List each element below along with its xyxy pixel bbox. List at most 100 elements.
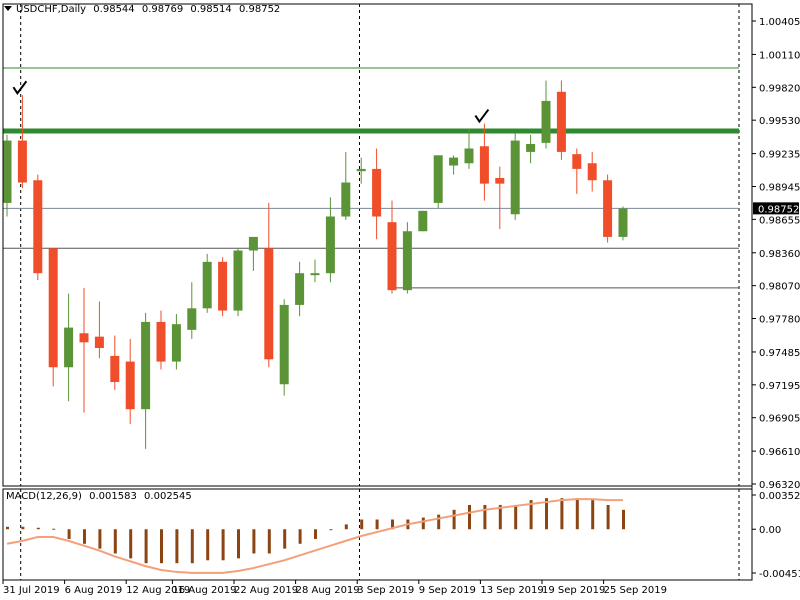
- current-price-box: [753, 202, 799, 215]
- macd-name: MACD(12,26,9): [6, 491, 82, 502]
- macd-bar: [113, 529, 117, 554]
- price-tick-label: 0.96610: [759, 447, 800, 458]
- macd-panel: [6, 489, 740, 580]
- time-tick-label: 31 Jul 2019: [3, 585, 60, 596]
- candle-body: [110, 355, 120, 382]
- low-value: 0.98514: [190, 4, 232, 15]
- price-tick-label: 1.00405: [759, 17, 800, 28]
- price-tick-label: 0.99235: [759, 150, 800, 161]
- candle-body: [79, 333, 89, 343]
- candle-body: [618, 208, 628, 237]
- time-tick-label: 25 Sep 2019: [604, 585, 667, 596]
- candle-body: [603, 180, 613, 237]
- macd-bar: [190, 529, 194, 564]
- price-tick-label: 0.99530: [759, 116, 800, 127]
- candle-body: [372, 168, 382, 217]
- candle-body: [495, 177, 505, 184]
- candle-body: [33, 180, 43, 274]
- macd-bar: [267, 529, 271, 554]
- macd-bar: [67, 529, 71, 539]
- macd-bar: [391, 519, 394, 530]
- time-tick-label: 6 Aug 2019: [65, 585, 123, 596]
- macd-bar: [144, 529, 148, 564]
- candle-body: [141, 321, 151, 410]
- candle-body: [17, 140, 27, 183]
- candle-body: [510, 140, 520, 215]
- candle-body: [295, 273, 305, 305]
- chart-header: USDCHF,Daily 0.98544 0.98769 0.98514 0.9…: [4, 4, 284, 15]
- macd-bar: [529, 500, 533, 530]
- macd-tick-label: 0.003527: [759, 491, 800, 502]
- macd-header: MACD(12,26,9) 0.001583 0.002545: [6, 491, 196, 502]
- candle-body: [202, 261, 212, 309]
- macd-value: 0.001583: [89, 491, 137, 502]
- candle-body: [233, 250, 243, 311]
- macd-bar: [545, 498, 548, 530]
- time-tick-label: 13 Sep 2019: [480, 585, 543, 596]
- candle-body: [541, 100, 551, 143]
- macd-bar: [483, 504, 487, 530]
- macd-bar: [252, 529, 256, 554]
- chevron-down-icon[interactable]: [4, 6, 12, 11]
- price-tick-label: 0.97485: [759, 348, 800, 359]
- symbol-label: USDCHF,Daily: [16, 4, 87, 15]
- macd-bar: [237, 529, 240, 559]
- macd-bar: [83, 529, 86, 544]
- macd-bar: [498, 504, 502, 530]
- candle-body: [572, 154, 582, 169]
- current-price-label: 0.98752: [758, 204, 799, 215]
- time-tick-label: 9 Sep 2019: [419, 585, 476, 596]
- macd-bar: [468, 504, 471, 530]
- candle-body: [433, 155, 443, 203]
- macd-bar: [21, 526, 25, 530]
- candle-body: [248, 236, 258, 251]
- axes: 1.00405 1.00110 0.99820 0.99530 0.99235 0.989…: [2, 3, 800, 596]
- candle-body: [449, 157, 459, 166]
- candle-body: [418, 210, 428, 232]
- macd-bar: [36, 527, 40, 530]
- macd-bar: [129, 529, 133, 559]
- candle-body: [48, 248, 58, 368]
- candle-body: [94, 336, 104, 348]
- macd-bar: [175, 529, 179, 564]
- macd-bar: [560, 498, 564, 530]
- macd-bar: [98, 529, 102, 549]
- candle-body: [279, 304, 289, 385]
- time-tick-label: 3 Sep 2019: [357, 585, 414, 596]
- signal-value: 0.002545: [144, 491, 192, 502]
- candle-body: [310, 273, 320, 276]
- macd-tick-label: 0.00: [759, 525, 781, 536]
- macd-bar: [298, 529, 302, 544]
- candle-body: [325, 216, 335, 274]
- macd-bar: [6, 526, 9, 530]
- time-tick-label: 16 Aug 2019: [172, 585, 236, 596]
- macd-bar: [452, 509, 456, 530]
- macd-bar: [575, 498, 579, 530]
- candle-body: [526, 143, 536, 152]
- price-tick-label: 0.98945: [759, 182, 800, 193]
- macd-bar: [221, 529, 225, 561]
- high-value: 0.98769: [141, 4, 184, 15]
- macd-bar: [606, 504, 610, 530]
- candle-body: [387, 222, 397, 291]
- price-tick-label: 0.97195: [759, 381, 800, 392]
- price-tick-label: 0.96905: [759, 414, 800, 425]
- candle-body: [264, 248, 274, 360]
- macd-bar: [314, 529, 317, 539]
- check-icon: [474, 108, 490, 124]
- macd-bar: [437, 514, 441, 530]
- macd-bar: [52, 528, 56, 530]
- candle-body: [171, 324, 181, 362]
- candle-body: [464, 148, 474, 164]
- macd-bar: [344, 524, 348, 530]
- candle-body: [556, 91, 566, 152]
- time-tick-label: 19 Sep 2019: [542, 585, 605, 596]
- candle-body: [218, 261, 228, 311]
- open-value: 0.98544: [93, 4, 135, 15]
- macd-bar: [591, 500, 595, 530]
- signal-line: [6, 498, 623, 574]
- macd-bar: [421, 517, 425, 530]
- close-value: 0.98752: [238, 4, 281, 15]
- macd-bar: [283, 529, 287, 549]
